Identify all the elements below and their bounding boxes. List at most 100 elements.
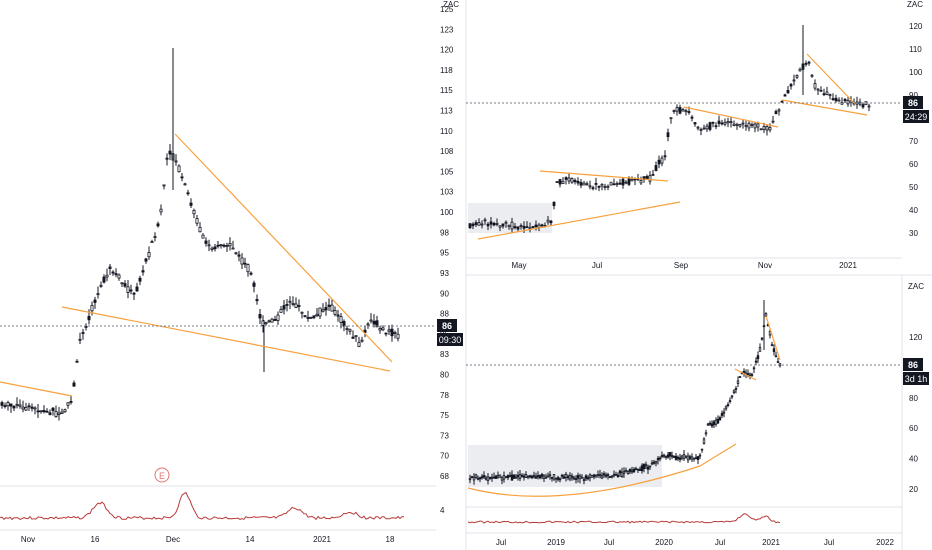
left-candle [69,396,73,405]
top-right-candle [807,60,811,66]
left-candle [288,296,292,310]
top-right-time-axis[interactable]: May Jul Sep Nov 2021 [511,261,857,270]
bottom-right-candle [648,465,652,470]
top-right-candle [822,88,826,97]
left-candle [129,284,133,295]
bottom-right-candle [600,472,604,480]
left-candle [315,307,319,318]
top-right-candle [609,181,613,186]
left-price-tick: 115 [440,86,453,95]
left-candle [168,143,172,161]
left-candle [78,332,82,345]
bottom-right-candle [646,464,650,474]
left-candle [93,296,97,309]
top-right-candle [495,218,499,227]
top-right-candle [765,124,769,136]
bottom-right-candle [574,475,578,484]
left-volume-indicator [0,491,405,521]
top-right-candle [792,74,796,86]
bottom-right-price-candles [468,300,782,485]
bottom-right-time-axis[interactable]: Jul 2019 Jul 2020 Jul 2021 Jul 2022 [496,538,895,547]
left-trendline [174,133,393,363]
bottom-right-candle [690,453,694,462]
left-candle [198,222,202,233]
left-time-tick: Nov [21,535,35,544]
left-candle [96,286,100,299]
left-candle [324,301,328,316]
top-right-candle [816,88,820,95]
top-right-candle [489,216,493,229]
bottom-right-candle [578,473,582,484]
bottom-right-candle [548,471,552,480]
top-right-time-tick: Nov [758,261,772,270]
left-chart-pane[interactable]: E 125 123 120 118 115 113 110 108 105 103 100 98 95 9… [0,0,463,544]
bottom-right-candle [598,469,602,479]
top-right-price-tick: 110 [909,45,922,54]
bottom-right-price-tick: 20 [909,485,918,494]
bottom-right-candle [730,395,734,400]
left-candle [354,335,358,342]
bottom-right-candle [474,473,478,479]
bottom-right-candle [720,410,724,419]
left-price-axis[interactable]: 125 123 120 118 115 113 110 108 105 103 100 98 95 93 9… [440,5,454,515]
bottom-right-candle [750,372,754,377]
bottom-right-candle [482,471,486,479]
bottom-right-candle [602,471,606,478]
left-candle [33,406,37,415]
bottom-right-candle [632,467,636,473]
left-candle [117,273,121,281]
top-right-chart-pane[interactable]: 12011010090807060504030 MayJulSepNov2021… [466,0,929,270]
top-right-candle [588,180,592,190]
bottom-right-candle [668,452,672,461]
bottom-right-candle [748,372,752,380]
top-right-candle [861,103,865,109]
top-right-candle [798,67,802,72]
left-candle [372,314,376,328]
top-right-candle [693,122,697,127]
left-candle [369,313,373,324]
left-countdown-tag [437,333,463,346]
left-candle [243,257,247,268]
left-candle [240,253,244,270]
top-right-candle [594,177,598,190]
bottom-right-candle [534,472,538,479]
bottom-right-price-axis[interactable]: 12010080604020 [909,333,923,494]
left-candle [162,184,166,190]
bottom-right-volume-line [467,513,781,524]
bottom-right-candle [596,470,600,478]
left-candle [333,306,337,317]
bottom-right-countdown-tag [903,372,929,385]
bottom-right-countdown-value: 3d 1h [905,374,928,384]
bottom-right-chart-pane[interactable]: 12010080604020 Jul2019Jul2020Jul2021Jul2… [466,275,929,550]
top-right-price-axis[interactable]: 12011010090807060504030 [909,22,923,238]
bottom-right-time-tick: Jul [715,538,725,547]
top-right-candle [681,107,685,112]
left-candle [210,246,214,252]
left-candle [183,182,187,186]
left-candle [60,408,64,415]
left-candle [105,268,109,282]
earnings-event-marker[interactable] [154,467,170,483]
bottom-right-candle [590,474,594,478]
top-right-candle [837,97,841,102]
bottom-right-candle [672,455,676,458]
bottom-right-candle [752,365,756,374]
top-right-candle [630,176,634,182]
bottom-right-candle [550,476,554,482]
left-candle [147,246,151,260]
bottom-right-candle [654,460,658,467]
top-right-candle [612,178,616,186]
left-price-tick: 103 [440,188,454,197]
left-time-axis[interactable]: Nov 16 Dec 14 2021 18 [21,535,395,544]
bottom-right-candle [710,420,714,429]
bottom-right-candle [556,475,560,482]
left-candle [144,257,148,264]
bottom-right-candle [524,471,528,478]
bottom-right-candle [566,474,570,481]
left-candle [186,189,190,196]
left-candle [381,325,385,332]
top-right-candle [777,108,781,116]
top-right-candle [696,125,700,131]
bottom-right-candle [758,343,762,352]
top-right-candle [732,120,736,127]
